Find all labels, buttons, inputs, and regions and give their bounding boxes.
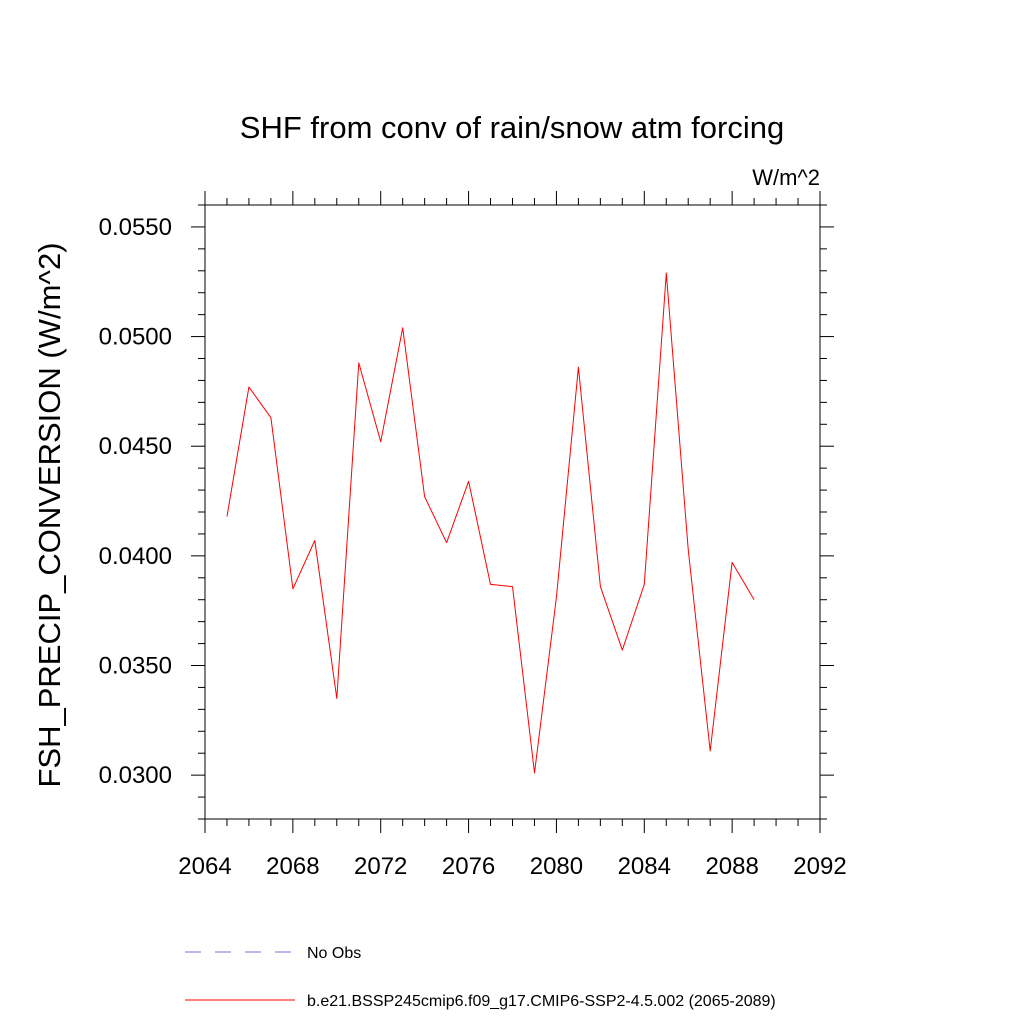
y-tick-label: 0.0350 [99,653,172,680]
x-tick-label: 2080 [530,853,583,880]
axis-ticks [191,191,834,833]
plot-frame [204,204,821,820]
x-tick-labels: 2064 2068 2072 2076 2080 2084 2088 2092 [178,853,846,880]
units-label: W/m^2 [752,165,820,190]
legend-no-obs-label: No Obs [307,945,361,962]
y-tick-label: 0.0300 [99,762,172,789]
series-layer [226,272,755,774]
y-tick-label: 0.0550 [99,214,172,241]
y-tick-label: 0.0450 [99,433,172,460]
y-axis-label: FSH_PRECIP_CONVERSION (W/m^2) [32,242,67,787]
legend-series-label: b.e21.BSSP245cmip6.f09_g17.CMIP6-SSP2-4.… [307,993,776,1010]
y-tick-label: 0.0500 [99,324,172,351]
y-tick-label: 0.0400 [99,543,172,570]
x-tick-label: 2092 [793,853,846,880]
y-tick-labels: 0.0300 0.0350 0.0400 0.0450 0.0500 0.0550 [99,214,172,789]
x-tick-label: 2072 [354,853,407,880]
x-tick-label: 2064 [178,853,231,880]
x-tick-label: 2084 [618,853,671,880]
series-line-0 [226,272,755,774]
x-tick-label: 2068 [266,853,319,880]
x-tick-label: 2088 [705,853,758,880]
legend: No Obs b.e21.BSSP245cmip6.f09_g17.CMIP6-… [185,945,776,1010]
chart-title: SHF from conv of rain/snow atm forcing [240,110,784,145]
x-tick-label: 2076 [442,853,495,880]
